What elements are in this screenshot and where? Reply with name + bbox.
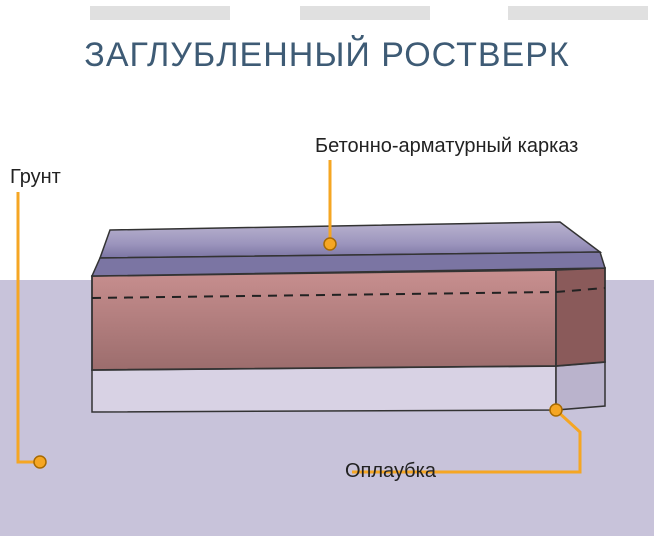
label-frame: Бетонно-арматурный карказ: [315, 135, 578, 158]
greytab-mid: [300, 6, 430, 20]
greytab-left: [90, 6, 230, 20]
greytab-right: [508, 6, 648, 20]
dot-frame: [324, 238, 336, 250]
diagram-title: ЗАГЛУБЛЕННЫЙ РОСТВЕРК: [0, 36, 654, 75]
label-ground: Грунт: [10, 166, 61, 189]
block-front: [92, 270, 556, 370]
diagram-svg: [0, 0, 654, 536]
block-side: [556, 268, 605, 366]
formwork-front: [92, 366, 556, 412]
dot-ground: [34, 456, 46, 468]
label-formwork: Оплаубка: [345, 460, 436, 483]
dot-formwork: [550, 404, 562, 416]
diagram-canvas: ЗАГЛУБЛЕННЫЙ РОСТВЕРК Грунт Бетонно-арма…: [0, 0, 654, 536]
formwork-side: [556, 362, 605, 410]
